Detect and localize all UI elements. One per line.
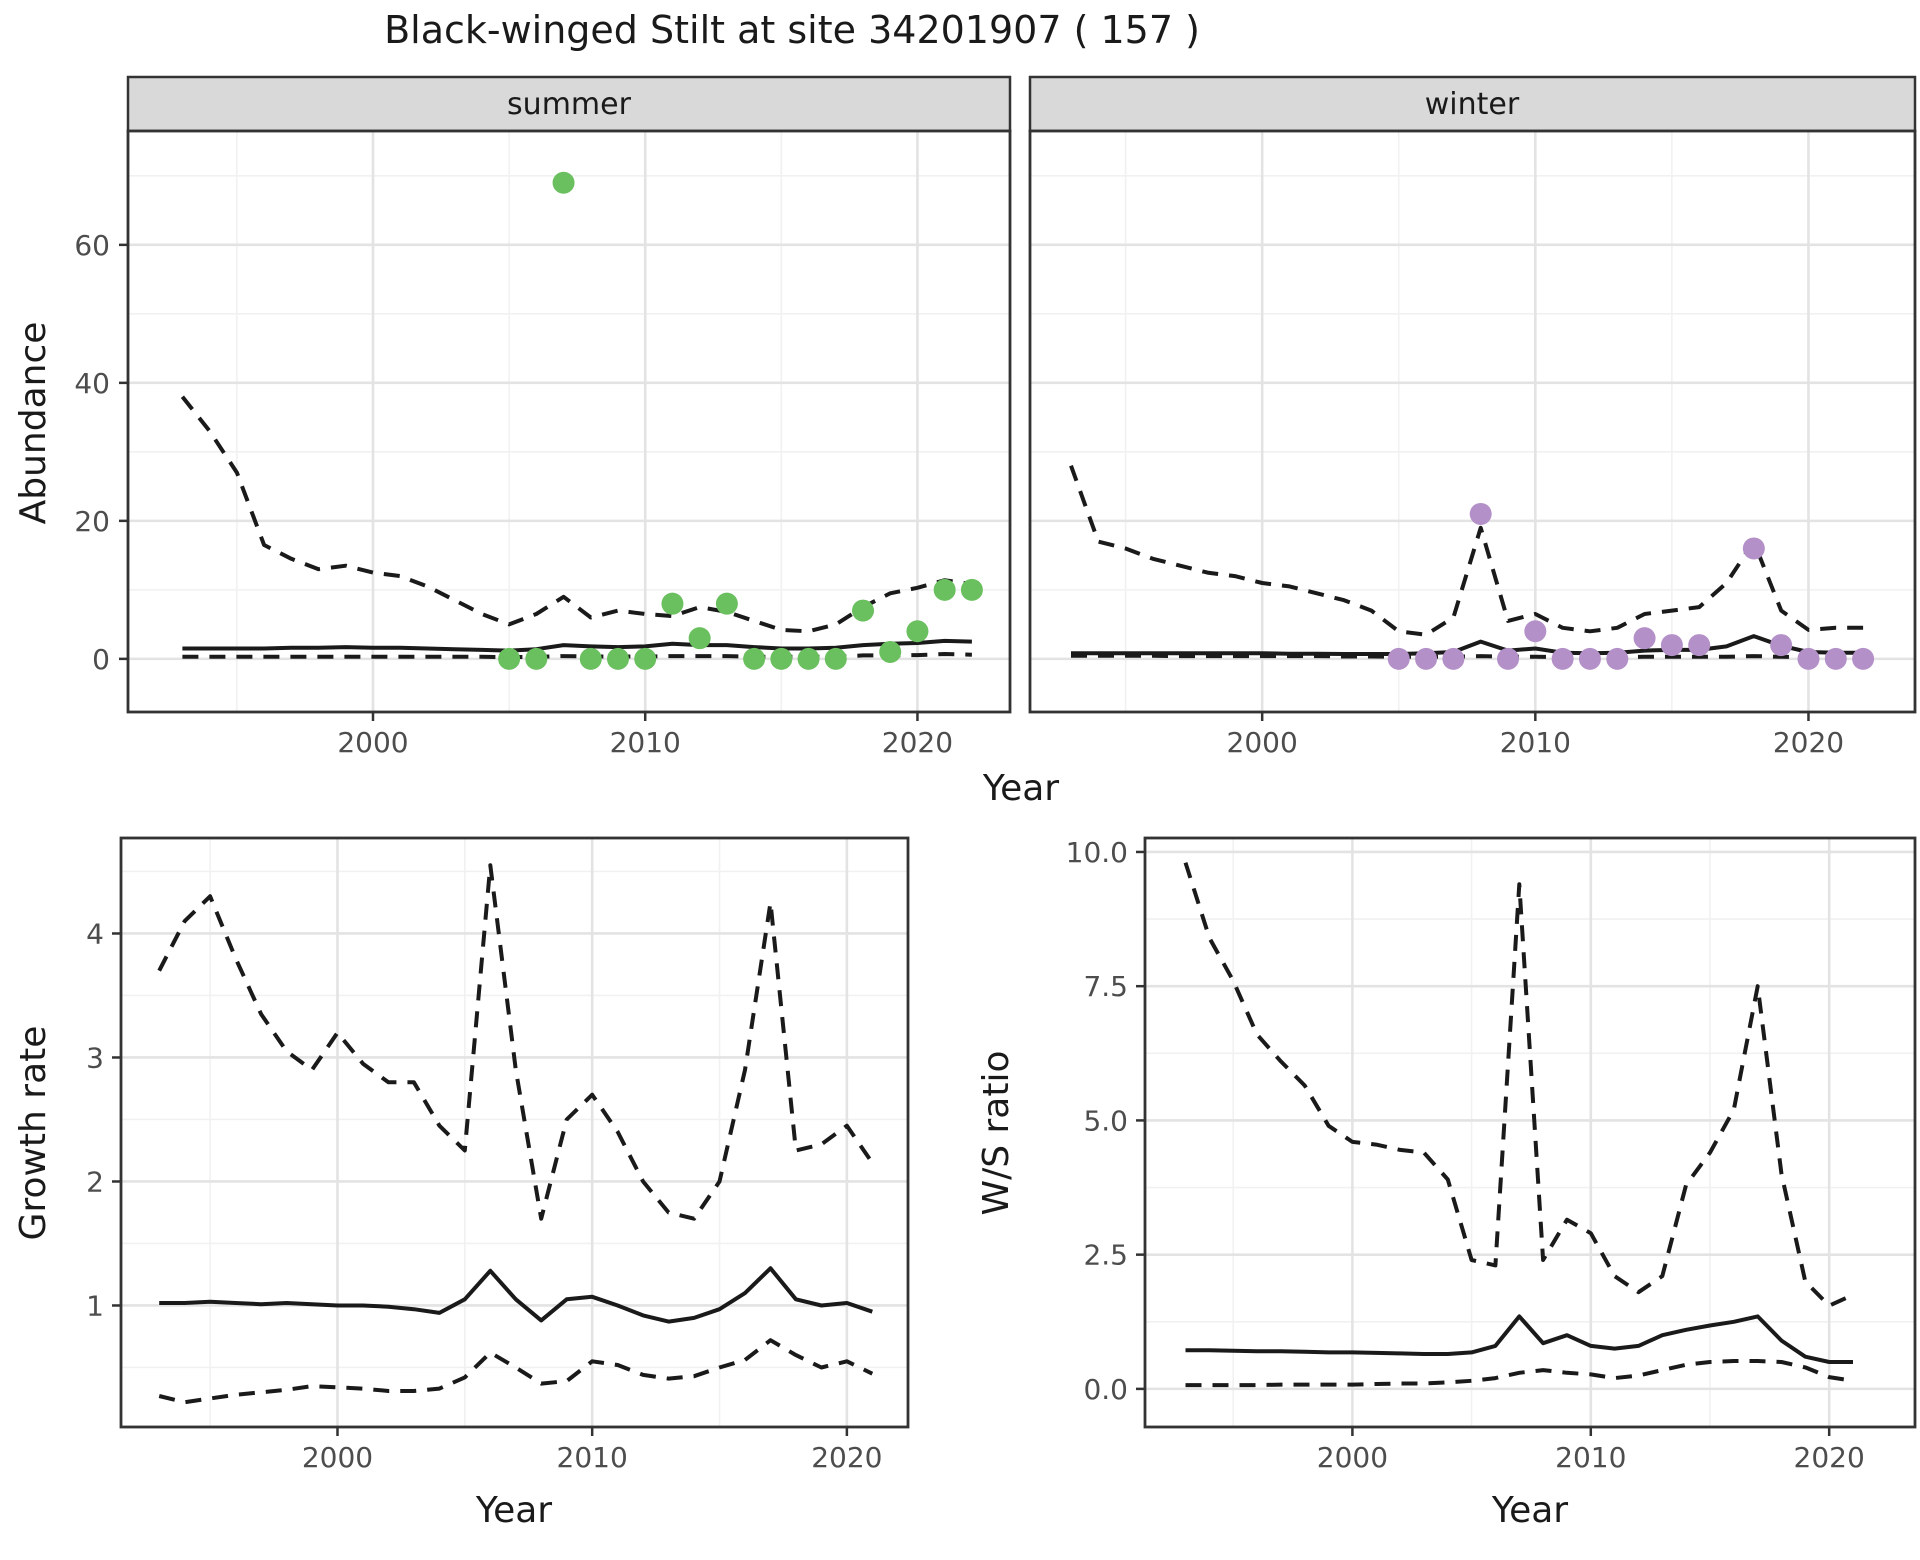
data-point [797,647,820,670]
facet-strip-summer [126,75,1012,133]
data-point [1578,647,1601,670]
x-tick-label: 2010 [557,1441,628,1474]
x-tick-label: 2010 [610,726,681,759]
panel-background [128,131,1010,712]
y-axis-title-growth-rate: Growth rate [13,1026,54,1241]
series-mean [1185,1314,1853,1364]
data-point [824,647,847,670]
data-point [1770,634,1793,657]
data-point [607,647,629,670]
data-point [1415,647,1438,670]
series-lower_ci [158,1338,874,1405]
series-upper_ci [1183,862,1854,1308]
x-tick-label: 2020 [882,726,953,759]
data-point [933,578,956,601]
data-point [1797,647,1820,670]
x-tick-label: 2000 [1227,726,1298,759]
y-tick-label: 3 [86,1041,104,1074]
panel-growth-rate: 2000 2010 2020 1 2 3 4 [86,836,910,1474]
data-point [552,171,575,194]
data-point [1688,634,1711,657]
data-point [661,592,684,615]
data-point [1387,647,1410,670]
data-point [960,578,983,601]
data-point [634,647,657,670]
x-axis-title-year-growth: Year [475,1490,552,1531]
data-point [1469,502,1492,525]
data-point [1852,647,1875,670]
data-point [879,640,902,663]
data-point [579,647,602,670]
panel-border [1028,129,1917,714]
series-mean [182,638,972,653]
x-tick-label: 2000 [302,1441,373,1474]
series-upper_ci [1069,465,1864,637]
panel-border [1143,836,1917,1429]
data-point [1633,627,1656,650]
data-point [1824,647,1847,670]
y-tick-label: 5.0 [1083,1104,1128,1137]
y-tick-label: 1 [86,1289,104,1322]
data-point [906,620,929,643]
facet-strip-winter [1028,75,1917,133]
data-point [688,627,711,650]
y-axis-title-ws-ratio: W/S ratio [976,1050,1017,1215]
data-point [1606,647,1629,670]
x-tick-label: 2010 [1555,1441,1626,1474]
data-point [770,647,793,670]
x-axis-title-year-ws: Year [1491,1490,1568,1531]
data-point [1742,537,1765,560]
series-lower_ci [1185,1359,1854,1388]
y-axis-title-abundance: Abundance [13,322,54,525]
x-tick-label: 2000 [1317,1441,1388,1474]
data-point [1660,634,1683,657]
axis-titles: Abundance Year Growth rate W/S ratio Yea… [13,322,1568,1531]
panel-background [1145,838,1915,1427]
data-point [1442,647,1465,670]
panel-background [121,838,908,1427]
data-point [743,647,766,670]
data-point [715,592,738,615]
y-tick-label: 40 [74,367,110,400]
series-upper_ci [180,395,973,634]
x-tick-label: 2010 [1500,726,1571,759]
x-tick-label: 2000 [337,726,408,759]
x-tick-label: 2020 [1773,726,1844,759]
y-tick-label: 7.5 [1083,970,1128,1003]
chart-title: Black-winged Stilt at site 34201907 ( 15… [384,8,1200,52]
x-tick-label: 2020 [811,1441,882,1474]
data-point [1524,620,1547,643]
data-point [498,647,521,670]
data-point [525,647,548,670]
panel-background [1030,131,1915,712]
series-lower_ci [1071,653,1864,660]
y-tick-label: 10.0 [1066,836,1128,869]
y-tick-label: 20 [74,505,110,538]
data-point [1497,647,1520,670]
series-upper_ci [157,863,874,1221]
y-tick-label: 2.5 [1083,1239,1128,1272]
data-point [1551,647,1574,670]
y-tick-label: 0.0 [1083,1373,1128,1406]
panel-border [119,836,910,1429]
series-mean [1071,634,1864,656]
facet-strips: summer winter [126,75,1917,133]
y-tick-label: 0 [92,643,110,676]
y-tick-label: 2 [86,1165,104,1198]
series-mean [159,1266,873,1324]
data-point [852,599,874,622]
y-tick-label: 4 [86,917,104,950]
facet-label-winter: winter [1425,87,1520,122]
facet-label-summer: summer [507,87,632,122]
x-tick-label: 2020 [1794,1441,1865,1474]
panel-abundance-summer: 2000 2010 2020 0 20 40 60 [74,129,1012,759]
panel-border [126,129,1012,714]
panel-abundance-winter: 2000 2010 2020 [1028,129,1917,759]
x-axis-title-year-top: Year [982,768,1059,809]
y-tick-label: 60 [74,229,110,262]
panel-ws-ratio: 2000 2010 2020 0.0 2.5 5.0 7.5 10.0 [1066,836,1917,1474]
